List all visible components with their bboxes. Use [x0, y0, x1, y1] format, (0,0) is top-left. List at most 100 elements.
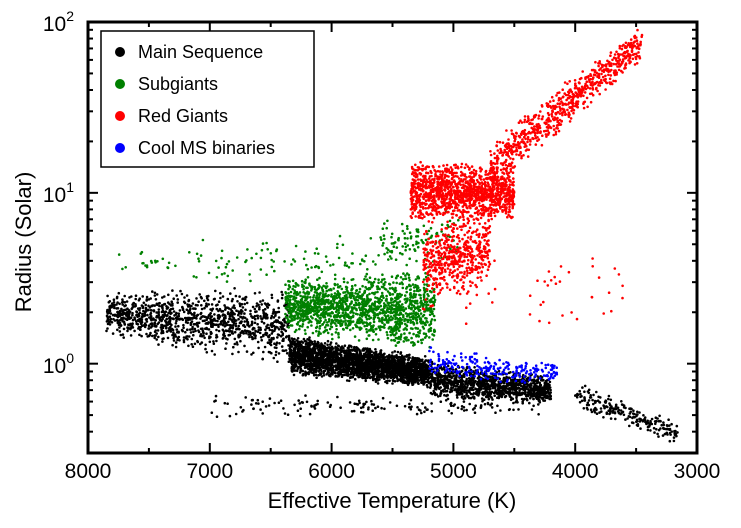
- data-point: [532, 390, 536, 394]
- data-point: [214, 323, 218, 327]
- data-point: [244, 308, 247, 312]
- data-point: [219, 291, 222, 295]
- data-point: [466, 395, 469, 398]
- data-point: [254, 330, 258, 333]
- data-point: [131, 311, 134, 315]
- data-point: [150, 322, 153, 325]
- data-point: [650, 417, 654, 421]
- data-point: [284, 349, 288, 352]
- data-point: [322, 374, 326, 377]
- data-point: [497, 369, 501, 373]
- data-point: [256, 340, 260, 344]
- data-point: [371, 363, 375, 367]
- data-point: [624, 418, 627, 421]
- data-point: [411, 383, 415, 386]
- data-point: [595, 412, 599, 416]
- data-point: [159, 318, 162, 322]
- data-point: [315, 376, 318, 380]
- data-point: [168, 326, 171, 330]
- data-point: [293, 360, 297, 364]
- data-point: [668, 439, 672, 443]
- data-point: [199, 317, 202, 320]
- data-point: [413, 367, 417, 370]
- data-point: [302, 347, 305, 351]
- data-point: [653, 431, 656, 434]
- data-point: [192, 330, 195, 334]
- data-point: [307, 342, 311, 346]
- data-point: [406, 379, 409, 383]
- data-point: [353, 348, 357, 351]
- data-point: [353, 367, 357, 371]
- data-point: [152, 318, 155, 321]
- data-point: [272, 356, 276, 360]
- data-point: [160, 305, 164, 308]
- data-point: [399, 368, 403, 371]
- data-point: [366, 353, 370, 356]
- data-point: [181, 305, 184, 309]
- data-point: [276, 319, 280, 322]
- data-point: [356, 371, 359, 375]
- data-point: [286, 323, 290, 327]
- data-point: [260, 320, 264, 323]
- data-point: [287, 336, 291, 340]
- data-point: [323, 350, 326, 354]
- data-point: [445, 389, 449, 393]
- data-point: [258, 331, 262, 335]
- data-point: [337, 374, 340, 378]
- data-point: [357, 374, 361, 378]
- data-point: [367, 361, 370, 365]
- data-point: [369, 353, 372, 357]
- data-point: [146, 335, 149, 338]
- data-point: [174, 325, 177, 328]
- data-point: [172, 339, 176, 342]
- data-point: [509, 371, 512, 374]
- data-point: [134, 294, 138, 298]
- data-point: [172, 310, 176, 313]
- data-point: [232, 345, 235, 349]
- data-point: [157, 335, 160, 339]
- data-point: [575, 395, 579, 399]
- data-point: [431, 377, 434, 381]
- data-point: [329, 343, 332, 346]
- data-point: [583, 384, 587, 388]
- data-point: [278, 342, 281, 345]
- data-point: [443, 393, 446, 397]
- data-point: [379, 351, 383, 355]
- data-point: [668, 424, 671, 427]
- data-point: [340, 361, 344, 364]
- data-point: [352, 373, 356, 377]
- data-point: [656, 432, 659, 436]
- data-point: [348, 351, 351, 354]
- data-point: [108, 305, 112, 309]
- data-point: [259, 300, 262, 303]
- data-point: [222, 336, 225, 340]
- data-point: [434, 385, 437, 389]
- data-point: [288, 344, 292, 348]
- data-point: [241, 306, 245, 309]
- data-point: [236, 327, 240, 330]
- data-point: [227, 333, 230, 337]
- data-point: [635, 413, 638, 416]
- data-point: [141, 305, 145, 309]
- data-point: [223, 304, 226, 307]
- data-point: [105, 310, 109, 314]
- data-point: [259, 315, 262, 318]
- data-point: [585, 406, 589, 410]
- data-point: [599, 407, 603, 410]
- data-point: [307, 353, 311, 356]
- data-point: [458, 380, 462, 384]
- data-point: [598, 401, 602, 404]
- data-point: [190, 343, 193, 346]
- data-point: [326, 339, 330, 343]
- data-point: [655, 419, 658, 423]
- data-point: [392, 369, 395, 373]
- data-point: [355, 359, 358, 363]
- data-point: [121, 298, 124, 301]
- data-point: [396, 369, 400, 372]
- data-point: [591, 398, 594, 402]
- data-point: [629, 410, 632, 414]
- data-point: [288, 347, 292, 351]
- data-point: [197, 300, 200, 304]
- data-point: [138, 328, 142, 331]
- data-point: [129, 334, 133, 337]
